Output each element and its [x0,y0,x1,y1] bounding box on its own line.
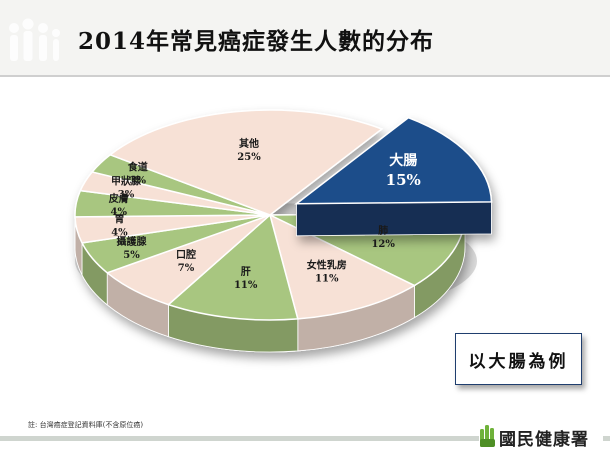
slice-8-label: 甲狀腺 [111,175,142,188]
slice-4-label: 口腔 [176,248,196,261]
callout-box: 以大腸為例 [455,333,582,385]
people-figures-icon [9,18,60,61]
slice-5-label: 攝護腺 [116,235,147,248]
footnote: 註: 台灣癌症登記資料庫(不含原位癌) [28,421,144,429]
slice-3-top [166,213,299,321]
slice-3-value-label: 11% [234,280,258,291]
slice-6-label: 胃 [114,214,124,226]
footer-divider [0,436,610,441]
slice-2-label: 女性乳房 [307,258,347,271]
slice-6-value-label: 4% [111,228,128,239]
slide-header: 2014年常見癌症發生人數的分布 [0,0,610,76]
slice-10-top [108,109,384,216]
slice-1-value-label: 12% [371,239,395,250]
slice-0-label: 大腸 [389,152,417,169]
slice-2-top [268,213,417,320]
slice-7-value-label: 4% [111,207,128,218]
hand-green-icon [480,425,495,447]
slice-10-value-label: 25% [237,152,261,163]
pie-chart: 肺12%女性乳房11%肝11%口腔7%攝護腺5%胃4%皮膚4%甲狀腺3%食道3%… [74,109,493,353]
slice-8-value-label: 3% [118,190,135,201]
page-title: 2014年常見癌症發生人數的分布 [78,28,435,55]
slice-9-value-label: 3% [130,176,147,187]
slice-5-value-label: 5% [123,250,140,261]
title-divider [0,75,610,77]
slice-0-top [294,116,493,205]
slice-1-label: 肺 [378,224,388,237]
slice-9-label: 食道 [127,161,148,174]
slice-7-label: 皮膚 [108,192,129,205]
slice-0-cut-1 [296,201,492,237]
footer-logo-text: 國民健康署 [499,430,589,450]
slice-0-value-label: 15% [386,171,421,189]
slice-2-value-label: 11% [315,273,339,284]
slice-3-label: 肝 [241,266,251,278]
slice-10-label: 其他 [239,137,259,150]
slice-4-value-label: 7% [178,263,195,274]
footer-logo: 國民健康署 [479,419,603,453]
